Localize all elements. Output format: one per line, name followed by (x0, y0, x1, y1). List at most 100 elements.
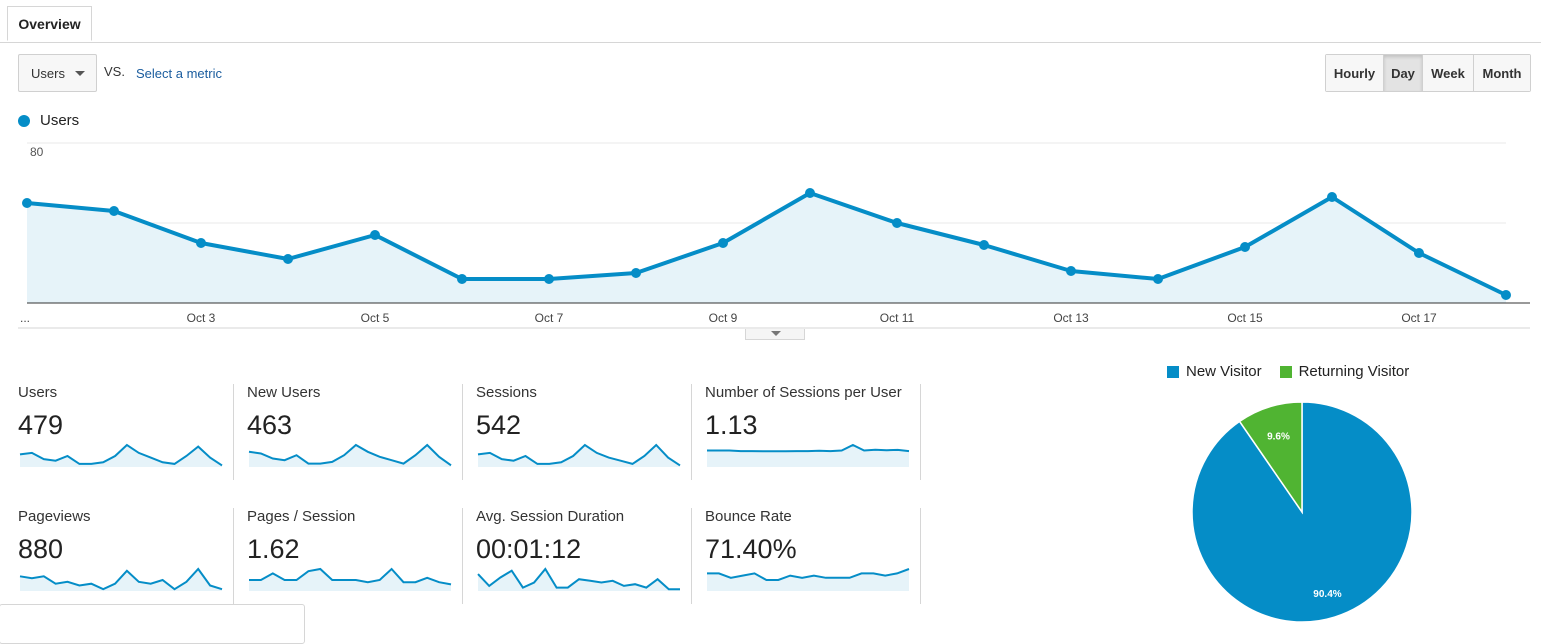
scorecard-sparkline (249, 567, 452, 591)
sparkline-line (249, 567, 452, 586)
scorecard-value: 479 (18, 410, 64, 440)
data-point (805, 188, 815, 198)
scorecard-sparkline (19, 567, 223, 591)
scorecard-sparkline (707, 443, 910, 467)
scorecard-sparkline (19, 443, 223, 467)
x-tick-label: Oct 17 (1401, 311, 1437, 325)
sparkline-line (707, 443, 910, 453)
scorecard-divider (462, 384, 463, 480)
hourly-button[interactable]: Hourly (1326, 55, 1384, 91)
data-point (22, 198, 32, 208)
scorecard-sparkline (477, 443, 681, 467)
legend-users-label: Users (40, 112, 80, 129)
scorecard-label: Bounce Rate (705, 508, 792, 525)
data-point (1240, 242, 1250, 252)
sparkline-area (20, 445, 222, 467)
bottom-panel (0, 604, 305, 644)
day-button[interactable]: Day (1384, 55, 1423, 91)
x-tick-label: Oct 7 (535, 311, 564, 325)
scorecard-divider (691, 384, 692, 480)
x-tick-label: Oct 9 (709, 311, 738, 325)
x-tick-label: Oct 5 (361, 311, 390, 325)
data-point (457, 274, 467, 284)
scorecard[interactable]: Users 479 (18, 384, 234, 480)
scorecard-label: Users (18, 384, 58, 401)
scorecard-sparkline (248, 443, 452, 467)
data-point (1153, 274, 1163, 284)
x-tick-label: ... (20, 311, 30, 325)
scorecard-label: Sessions (476, 384, 537, 401)
scorecard-divider (691, 508, 692, 604)
pie-slice (1238, 401, 1303, 515)
data-point (1501, 290, 1511, 300)
scorecard-value: 00:01:12 (476, 534, 582, 564)
chevron-down-icon (771, 331, 781, 336)
metric-select[interactable]: Users (18, 54, 97, 92)
tab-overview[interactable]: Overview (7, 6, 92, 41)
tab-bar: Overview (0, 0, 1541, 43)
scorecard-value: 71.40% (705, 534, 797, 564)
y-tick-label: 80 (30, 145, 44, 159)
sparkline-area (20, 569, 222, 591)
x-tick-label: Oct 15 (1227, 311, 1263, 325)
legend-new-visitor-label: New Visitor (1186, 363, 1262, 380)
sparkline-area (478, 445, 680, 467)
data-point (718, 238, 728, 248)
scorecard-label: Avg. Session Duration (476, 508, 625, 525)
scorecard-divider (462, 508, 463, 604)
scorecard-label: Pageviews (18, 508, 91, 525)
scorecard[interactable]: Number of Sessions per User 1.13 (705, 384, 921, 480)
data-point (1414, 248, 1424, 258)
scorecard-value: 1.13 (705, 410, 758, 440)
scorecard[interactable]: Pages / Session 1.62 (247, 508, 463, 604)
sparkline-area (249, 445, 451, 467)
sparkline-area (707, 445, 909, 467)
scorecard-label: New Users (247, 384, 321, 401)
scorecard[interactable]: Bounce Rate 71.40% (705, 508, 921, 604)
data-point (892, 218, 902, 228)
scorecard-label: Pages / Session (247, 508, 356, 525)
sparkline-line (19, 567, 223, 591)
scorecard[interactable]: Pageviews 880 (18, 508, 234, 604)
data-point (109, 206, 119, 216)
chevron-down-icon (75, 71, 85, 76)
x-tick-label: Oct 13 (1053, 311, 1089, 325)
sparkline-line (477, 567, 680, 591)
scorecard-value: 463 (247, 410, 293, 440)
chart-collapse-toggle[interactable] (745, 329, 805, 340)
series-line (26, 191, 1507, 297)
period-toggle: Hourly Day Week Month (1325, 54, 1531, 92)
scorecard-label: Number of Sessions per User (705, 384, 902, 401)
data-point (544, 274, 554, 284)
vs-label: VS. (104, 64, 125, 79)
legend-new-visitor-swatch (1167, 365, 1179, 378)
data-point (283, 254, 293, 264)
scorecard-divider (920, 384, 921, 480)
scorecard-value: 1.62 (247, 534, 300, 564)
week-button[interactable]: Week (1423, 55, 1474, 91)
pie-slice-label: 9.6% (1267, 431, 1290, 442)
scorecard-value: 880 (18, 534, 64, 564)
data-point (979, 240, 989, 250)
scorecard-divider (920, 508, 921, 604)
pie-legend: New Visitor Returning Visitor (1167, 363, 1409, 380)
data-point (1066, 266, 1076, 276)
scorecard-divider (233, 384, 234, 480)
sparkline-line (707, 568, 910, 581)
visitor-pie-chart: 90.4% 9.6% (1191, 401, 1413, 623)
scorecard[interactable]: Avg. Session Duration 00:01:12 (476, 508, 692, 604)
data-point (1327, 192, 1337, 202)
data-point (370, 230, 380, 240)
x-tick-label: Oct 3 (187, 311, 216, 325)
metric-select-value: Users (31, 65, 65, 81)
month-button[interactable]: Month (1474, 55, 1530, 91)
scorecard-sparkline (477, 567, 680, 591)
scorecard[interactable]: New Users 463 (247, 384, 463, 480)
scorecard[interactable]: Sessions 542 (476, 384, 692, 480)
select-metric-link[interactable]: Select a metric (136, 66, 222, 81)
legend-users-swatch (18, 115, 30, 127)
scorecard-value: 542 (476, 410, 522, 440)
sparkline-line (19, 443, 223, 467)
sparkline-line (248, 443, 452, 467)
